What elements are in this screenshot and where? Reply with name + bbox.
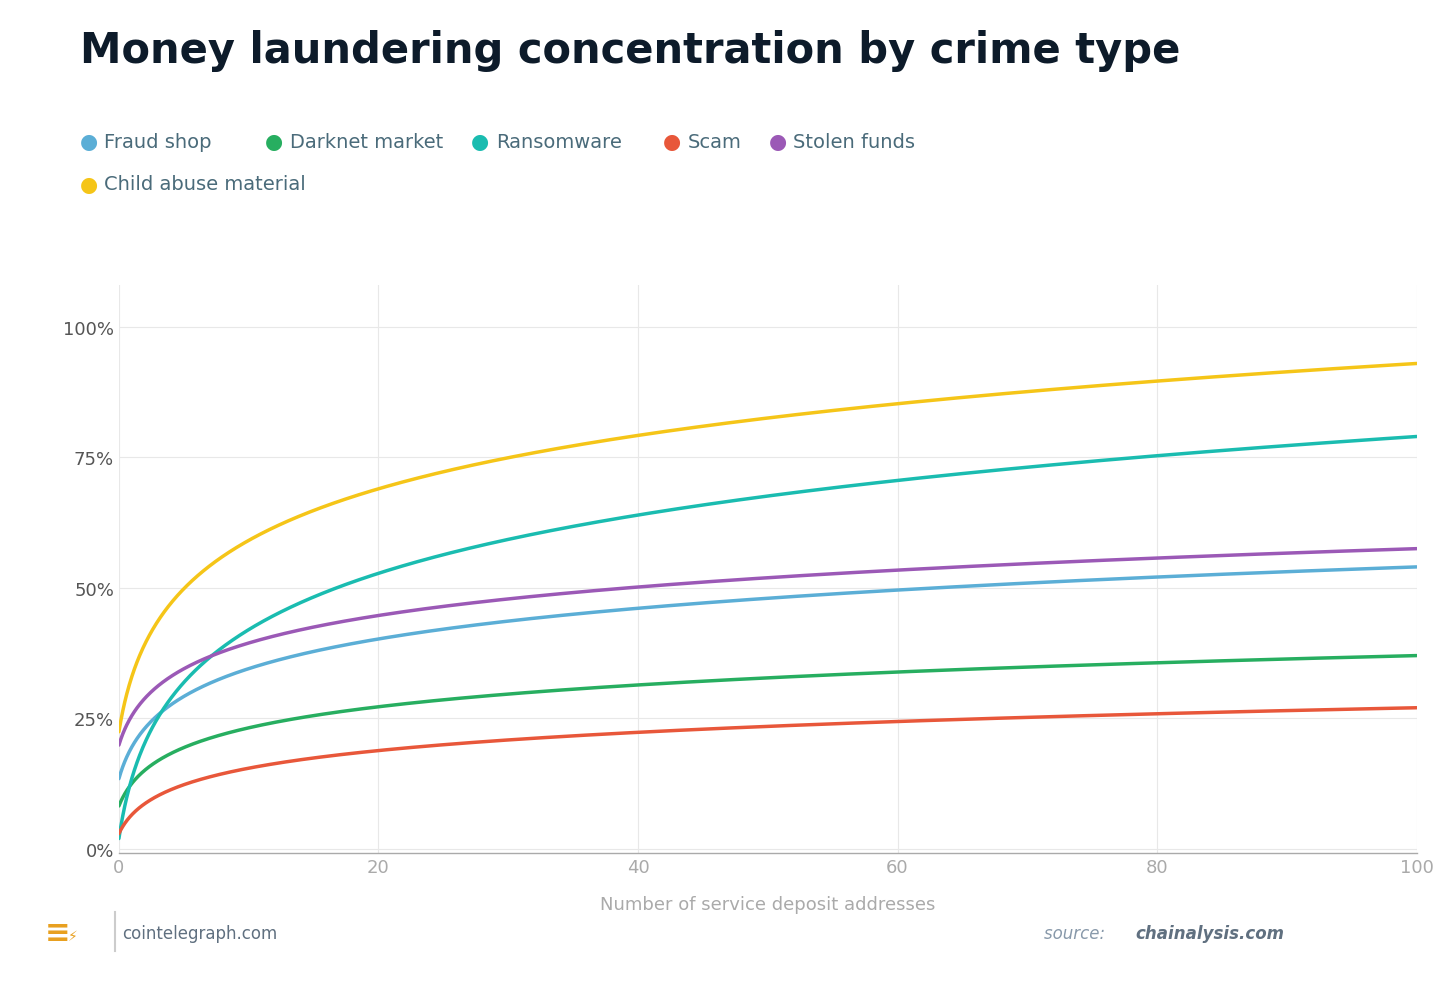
Text: ●: ● <box>265 132 284 152</box>
Text: Fraud shop: Fraud shop <box>104 132 212 152</box>
X-axis label: Number of service deposit addresses: Number of service deposit addresses <box>600 895 935 913</box>
Text: source:: source: <box>1044 924 1111 942</box>
Text: chainalysis.com: chainalysis.com <box>1135 924 1285 942</box>
Text: ≡: ≡ <box>45 918 71 948</box>
Text: ●: ● <box>663 132 681 152</box>
Text: ●: ● <box>471 132 490 152</box>
Text: ⚡: ⚡ <box>68 929 77 943</box>
Text: ●: ● <box>80 132 99 152</box>
Text: Stolen funds: Stolen funds <box>793 132 915 152</box>
Text: Scam: Scam <box>687 132 741 152</box>
Text: Child abuse material: Child abuse material <box>104 175 306 194</box>
Text: ●: ● <box>768 132 787 152</box>
Text: Money laundering concentration by crime type: Money laundering concentration by crime … <box>80 30 1180 72</box>
Text: Ransomware: Ransomware <box>496 132 622 152</box>
Text: Darknet market: Darknet market <box>290 132 444 152</box>
Text: cointelegraph.com: cointelegraph.com <box>122 924 277 942</box>
Text: ●: ● <box>80 175 99 194</box>
